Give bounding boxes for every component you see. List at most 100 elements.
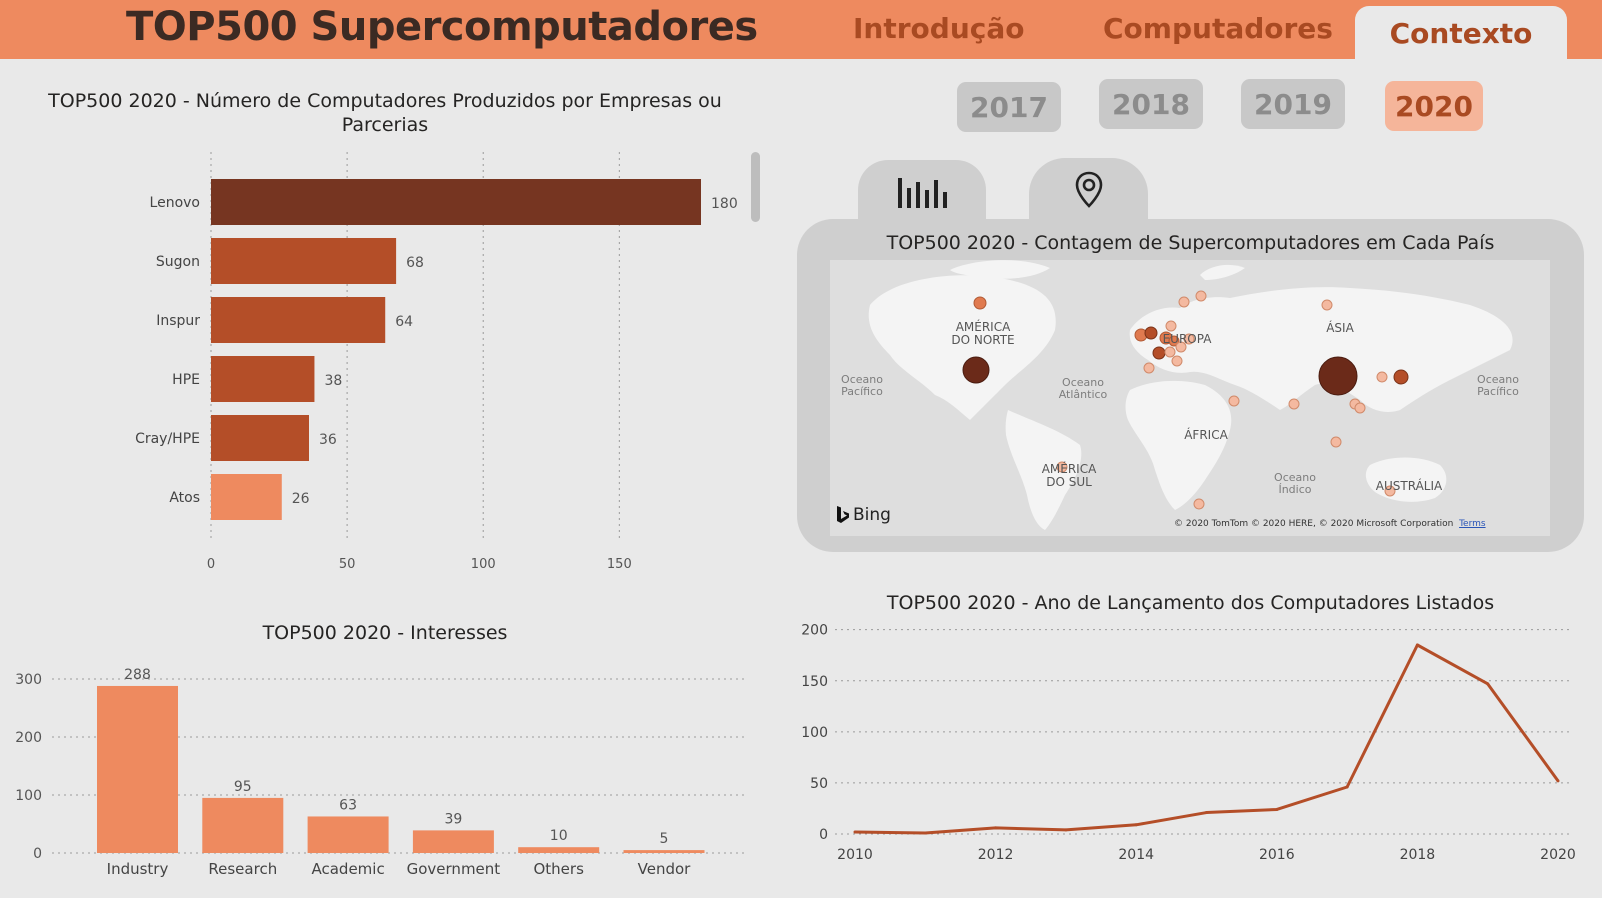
map-bubble-korea[interactable]	[1376, 371, 1388, 383]
map-bubble-saudi-arabia[interactable]	[1228, 395, 1240, 407]
bing-label: Bing	[853, 505, 891, 525]
category-label: Research	[208, 860, 277, 878]
bar[interactable]	[211, 179, 701, 225]
y-tick-label: 150	[801, 674, 828, 690]
launch-chart-title: TOP500 2020 - Ano de Lançamento dos Comp…	[886, 592, 1495, 614]
map-bubble-norway[interactable]	[1178, 296, 1190, 308]
bar[interactable]	[211, 474, 282, 520]
data-label: 39	[444, 811, 462, 827]
map-label-europe: EUROPA	[1162, 332, 1212, 346]
data-label: 10	[550, 828, 568, 844]
map-bubble-poland[interactable]	[1183, 333, 1195, 345]
map-label-australia: AUSTRÁLIA	[1375, 479, 1443, 493]
map-bubble-canada[interactable]	[973, 296, 987, 310]
data-point	[1205, 811, 1208, 815]
data-point	[853, 830, 857, 834]
data-point	[1486, 682, 1490, 686]
x-tick-label: 50	[339, 557, 356, 572]
data-point	[923, 831, 927, 835]
data-point	[1345, 785, 1349, 789]
bar[interactable]	[518, 847, 600, 853]
launch-year-line-chart: 0 50 100 150 200 2010 2012 2014 2016 2018 2020	[801, 623, 1576, 863]
map-bubble-finland[interactable]	[1195, 290, 1207, 302]
map-bubble-india[interactable]	[1288, 398, 1300, 410]
data-label: 26	[292, 491, 310, 507]
map-label-pacific-east: Oceano Pacífico	[1477, 373, 1519, 398]
bar[interactable]	[211, 238, 397, 284]
map-pin-icon	[1075, 171, 1103, 208]
category-label: Government	[407, 860, 501, 878]
tab-computadores[interactable]: Computadores	[1103, 12, 1333, 45]
x-tick-label: 150	[607, 557, 632, 572]
map-bubble-spain[interactable]	[1143, 362, 1155, 374]
vendors-chart-title: TOP500 2020 - Número de Computadores Pro…	[48, 90, 722, 136]
bar[interactable]	[97, 685, 178, 853]
y-tick-label: 100	[15, 788, 42, 804]
data-point	[1275, 807, 1279, 811]
map-bubble-brazil[interactable]	[1056, 461, 1068, 473]
map-bubble-japan[interactable]	[1393, 369, 1409, 385]
map-bubble-china[interactable]	[1318, 356, 1358, 396]
data-label: 36	[319, 432, 337, 448]
data-label: 68	[406, 255, 424, 271]
map-bubble-ireland[interactable]	[1144, 326, 1158, 340]
data-point	[1556, 779, 1560, 783]
category-label: Industry	[107, 860, 169, 878]
tab-introducao[interactable]: Introdução	[853, 12, 1025, 45]
y-tick-label: 0	[33, 846, 42, 862]
year-button-2020[interactable]: 2020	[1385, 81, 1483, 131]
app-title: TOP500 Supercomputadores	[126, 4, 758, 50]
bar[interactable]	[211, 297, 386, 343]
y-tick-label: 0	[819, 827, 828, 843]
x-tick-label: 100	[471, 557, 496, 572]
vendors-chart-scrollbar[interactable]	[751, 152, 760, 222]
map-bubble-switzerland[interactable]	[1164, 346, 1176, 358]
map-bubble-usa[interactable]	[962, 356, 990, 384]
map-bubble-denmark[interactable]	[1165, 320, 1177, 332]
map-label-africa: ÁFRICA	[1184, 428, 1228, 442]
year-button-2017[interactable]: 2017	[957, 82, 1061, 132]
year-button-2018[interactable]: 2018	[1099, 79, 1203, 129]
chart-view-toggle[interactable]	[858, 160, 986, 230]
map-bubble-south-africa[interactable]	[1193, 498, 1205, 510]
map-bubbles	[962, 290, 1409, 510]
bar[interactable]	[623, 850, 705, 853]
y-tick-label: 200	[801, 623, 828, 639]
interests-chart-title: TOP500 2020 - Interesses	[262, 622, 508, 644]
year-button-2019[interactable]: 2019	[1241, 79, 1345, 129]
map-bubble-france[interactable]	[1152, 346, 1166, 360]
bar[interactable]	[412, 830, 494, 853]
map-bubble-italy[interactable]	[1171, 355, 1183, 367]
x-tick-label: 2014	[1118, 847, 1154, 863]
y-tick-label: 50	[810, 776, 828, 792]
interests-bar-chart: 0 100 200 300 288 Industry 95 Research 63 Academi…	[15, 667, 748, 878]
map-label-north-america: AMÉRICA DO NORTE	[951, 320, 1015, 347]
map-bubble-australia[interactable]	[1384, 485, 1396, 497]
category-label: Academic	[311, 860, 384, 878]
y-tick-label: 100	[801, 725, 828, 741]
map-label-indian: Oceano Índico	[1274, 471, 1316, 496]
bar[interactable]	[307, 816, 389, 853]
tab-contexto[interactable]: Contexto	[1355, 6, 1567, 66]
map-terms-link[interactable]: Terms	[1459, 519, 1486, 529]
map-bubble-hongkong[interactable]	[1354, 402, 1366, 414]
bar[interactable]	[211, 415, 309, 461]
bar[interactable]	[211, 356, 315, 402]
map-bubble-russia[interactable]	[1321, 299, 1333, 311]
bar[interactable]	[202, 797, 284, 853]
map-bubble-netherlands[interactable]	[1168, 335, 1180, 347]
data-label: 38	[324, 373, 342, 389]
map-bubble-austria[interactable]	[1175, 341, 1187, 353]
map-bubble-singapore[interactable]	[1330, 436, 1342, 448]
map-title: TOP500 2020 - Contagem de Supercomputado…	[886, 232, 1495, 254]
map-view-toggle[interactable]	[1029, 158, 1148, 228]
category-label: Vendor	[638, 860, 692, 878]
category-label: Sugon	[156, 254, 200, 270]
world-map[interactable]	[830, 260, 1550, 536]
y-tick-label: 300	[15, 672, 42, 688]
x-tick-label: 0	[207, 557, 215, 572]
data-label: 180	[711, 196, 738, 212]
series-line	[854, 643, 1560, 835]
map-label-asia: ÁSIA	[1326, 321, 1354, 335]
map-label-south-america: AMÉRICA DO SUL	[1041, 462, 1097, 489]
